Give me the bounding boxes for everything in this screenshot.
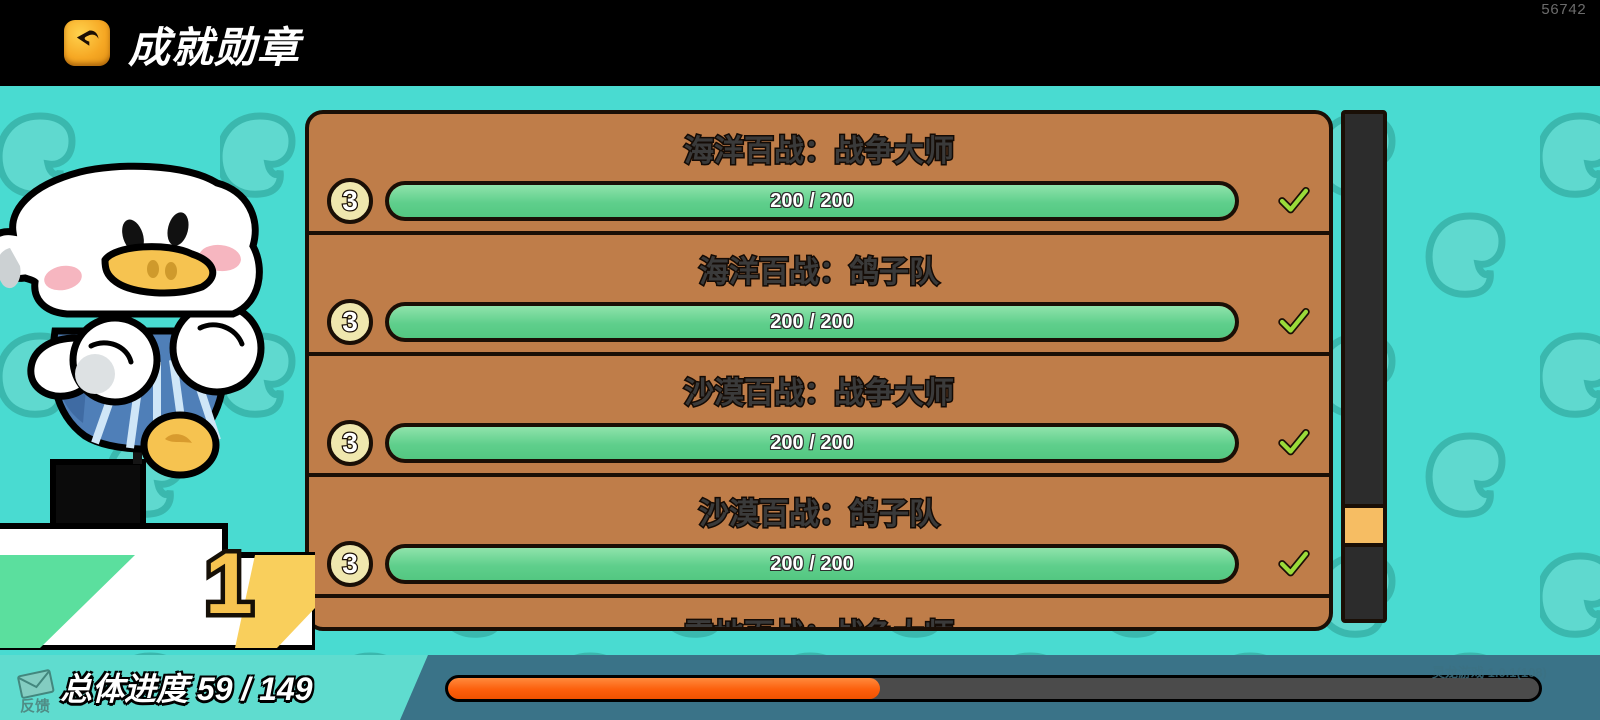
svg-text:1: 1 [205,536,253,632]
